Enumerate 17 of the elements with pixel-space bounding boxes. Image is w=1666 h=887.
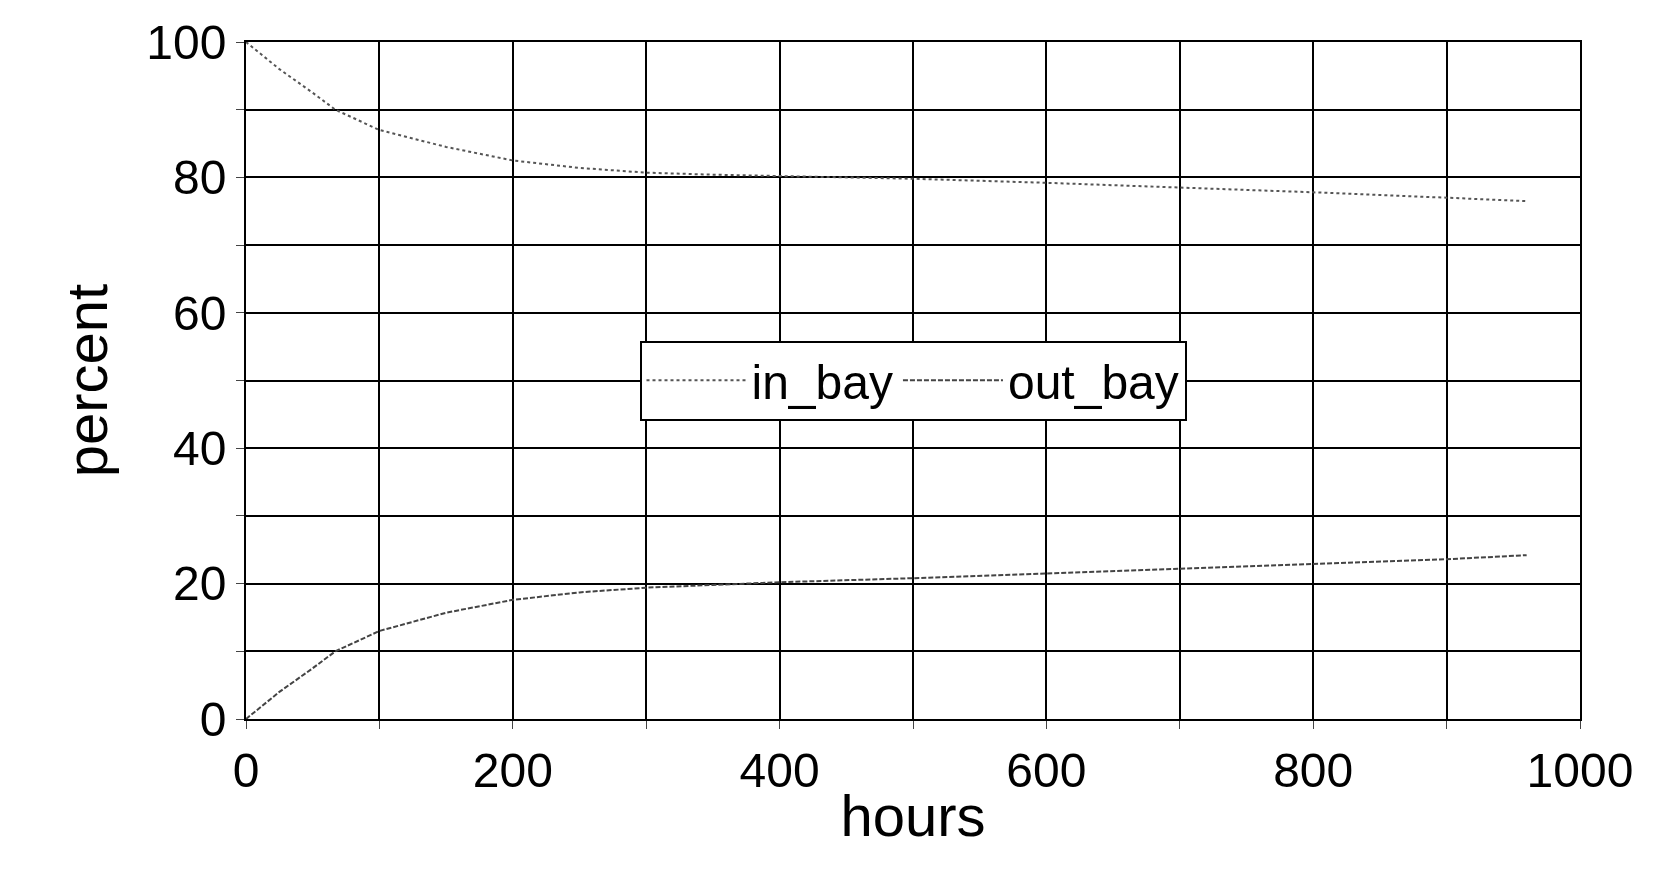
x-tick-label: 800 bbox=[1273, 743, 1354, 797]
x-axis-title: hours bbox=[840, 783, 986, 849]
legend-label: in_bay bbox=[751, 355, 893, 409]
y-tick-label: 100 bbox=[146, 15, 227, 69]
x-tick-label: 400 bbox=[739, 743, 820, 797]
y-tick-label: 40 bbox=[173, 422, 227, 475]
y-tick-label: 60 bbox=[173, 286, 227, 340]
x-tick-label: 1000 bbox=[1526, 743, 1634, 797]
x-tick-label: 600 bbox=[1006, 743, 1087, 797]
x-tick-label: 200 bbox=[472, 743, 553, 797]
y-tick-label: 0 bbox=[199, 692, 227, 746]
legend-label: out_bay bbox=[1007, 355, 1179, 409]
x-tick-label: 0 bbox=[232, 743, 260, 797]
y-axis-title: percent bbox=[54, 283, 120, 478]
y-tick-label: 20 bbox=[173, 557, 227, 611]
y-tick-label: 80 bbox=[173, 151, 227, 205]
line-series bbox=[246, 42, 1528, 203]
